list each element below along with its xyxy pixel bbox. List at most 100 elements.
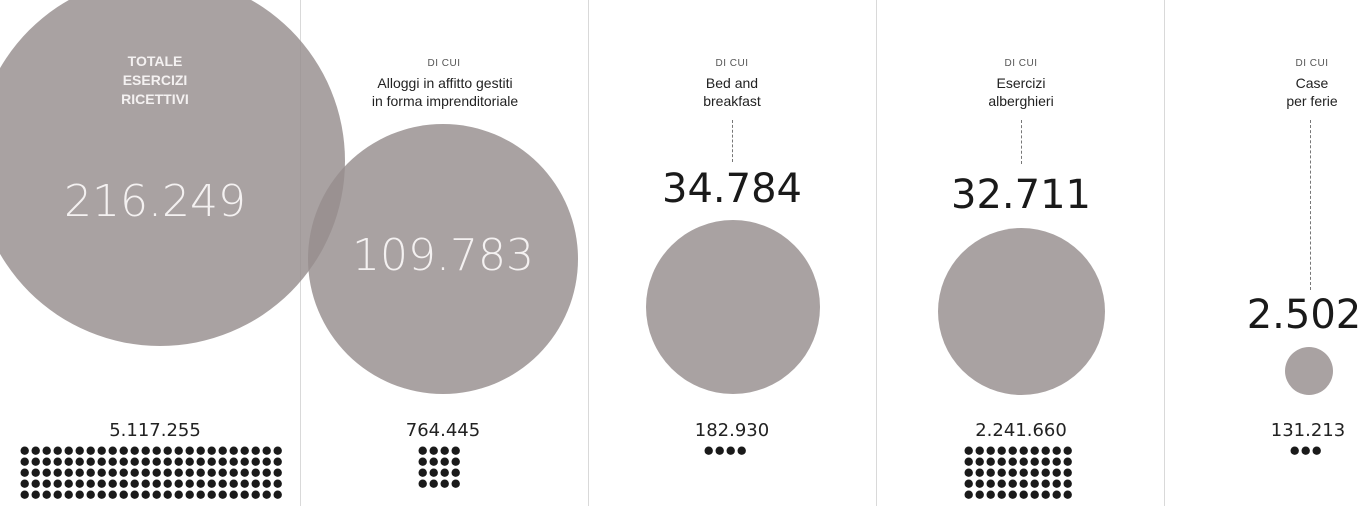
bed-dot <box>163 490 172 499</box>
bed-dot <box>1052 446 1061 455</box>
bed-dot <box>64 468 73 477</box>
bed-dot <box>108 468 117 477</box>
bed-dot <box>1290 446 1299 455</box>
bed-dot <box>196 479 205 488</box>
bed-dot <box>42 446 51 455</box>
bed-dot <box>964 446 973 455</box>
bed-dot <box>141 446 150 455</box>
bed-dot <box>975 479 984 488</box>
value-bnb: 34.784 <box>662 166 802 212</box>
bed-dot <box>429 468 438 477</box>
bed-dot <box>986 468 995 477</box>
label-alloggi: Alloggi in affitto gestiti in forma impr… <box>371 75 519 109</box>
bed-dot <box>1063 468 1072 477</box>
bed-dot <box>207 468 216 477</box>
bed-dot <box>31 446 40 455</box>
bubble-bnb <box>646 220 820 394</box>
bubble-alloggi <box>308 124 578 394</box>
bed-dot <box>207 490 216 499</box>
bubble-ferie <box>1285 347 1333 395</box>
bed-dot <box>64 457 73 466</box>
bed-dot <box>141 468 150 477</box>
value-alloggi: 109.783 <box>352 230 534 281</box>
bed-dot <box>229 457 238 466</box>
bed-dot <box>130 490 139 499</box>
bed-dot <box>207 457 216 466</box>
bed-dot <box>218 468 227 477</box>
bed-dot <box>986 490 995 499</box>
bed-dot <box>429 457 438 466</box>
bed-dot <box>130 479 139 488</box>
bed-dot <box>997 490 1006 499</box>
bed-dot <box>273 479 282 488</box>
bed-dot <box>207 479 216 488</box>
bed-dot <box>218 479 227 488</box>
bed-dot <box>97 457 106 466</box>
beds-dots-ferie <box>1290 446 1321 455</box>
bed-dot <box>262 490 271 499</box>
bed-dot <box>273 457 282 466</box>
bed-dot <box>429 479 438 488</box>
bed-dot <box>240 479 249 488</box>
bed-dot <box>1019 457 1028 466</box>
value-ferie: 2.502 <box>1246 292 1362 338</box>
bed-dot <box>1041 479 1050 488</box>
bed-dot <box>251 468 260 477</box>
bed-dot <box>185 468 194 477</box>
bed-dot <box>229 490 238 499</box>
bed-dot <box>262 479 271 488</box>
value-totale: 216.249 <box>64 176 246 227</box>
bed-dot <box>251 446 260 455</box>
beds-totale: 5.117.255 <box>109 420 201 441</box>
bed-dot <box>130 446 139 455</box>
bed-dot <box>31 479 40 488</box>
bed-dot <box>240 490 249 499</box>
bed-dot <box>97 479 106 488</box>
bed-dot <box>97 490 106 499</box>
bed-dot <box>20 457 29 466</box>
bed-dot <box>1019 479 1028 488</box>
bed-dot <box>119 468 128 477</box>
bed-dot <box>86 479 95 488</box>
bed-dot <box>163 479 172 488</box>
bed-dot <box>152 490 161 499</box>
beds-dots-totale <box>20 446 282 499</box>
bed-dot <box>1008 490 1017 499</box>
bed-dot <box>1008 468 1017 477</box>
bed-dot <box>97 446 106 455</box>
bed-dot <box>964 490 973 499</box>
bed-dot <box>997 457 1006 466</box>
bed-dot <box>174 446 183 455</box>
bed-dot <box>1030 468 1039 477</box>
bed-dot <box>997 446 1006 455</box>
value-alberghieri: 32.711 <box>951 172 1091 218</box>
bed-dot <box>141 479 150 488</box>
column-divider <box>1164 0 1165 506</box>
bed-dot <box>251 490 260 499</box>
bed-dot <box>130 457 139 466</box>
bed-dot <box>997 468 1006 477</box>
bed-dot <box>1008 457 1017 466</box>
bed-dot <box>42 490 51 499</box>
bed-dot <box>218 490 227 499</box>
bed-dot <box>1008 479 1017 488</box>
bed-dot <box>108 457 117 466</box>
beds-alloggi: 764.445 <box>405 420 481 441</box>
bed-dot <box>20 479 29 488</box>
bed-dot <box>986 479 995 488</box>
bed-dot <box>64 479 73 488</box>
bed-dot <box>418 468 427 477</box>
bed-dot <box>440 468 449 477</box>
beds-ferie: 131.213 <box>1270 420 1346 441</box>
bed-dot <box>75 479 84 488</box>
leader-line <box>1021 120 1022 164</box>
bed-dot <box>975 446 984 455</box>
bed-dot <box>1063 446 1072 455</box>
bed-dot <box>130 468 139 477</box>
bed-dot <box>53 468 62 477</box>
bed-dot <box>174 457 183 466</box>
bed-dot <box>1030 490 1039 499</box>
bed-dot <box>141 490 150 499</box>
bed-dot <box>262 468 271 477</box>
